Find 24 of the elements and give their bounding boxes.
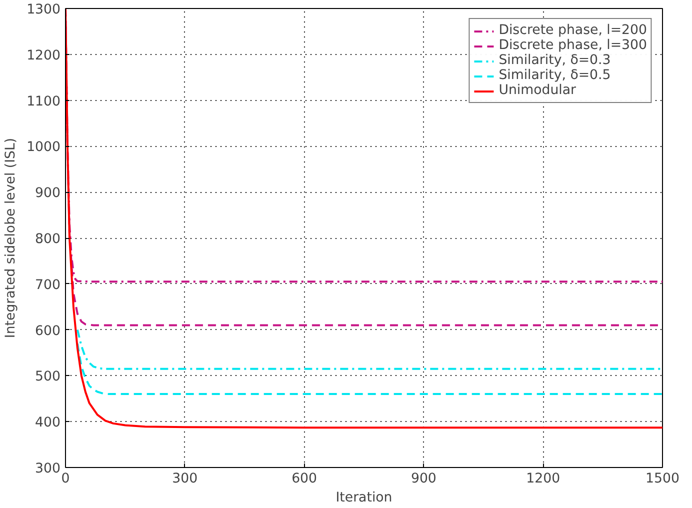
y-tick-label: 500	[35, 370, 61, 385]
x-tick-label: 300	[172, 472, 198, 486]
y-tick-label: 800	[35, 232, 61, 247]
legend-label: Discrete phase, l=300	[498, 38, 647, 53]
y-tick-label: 1300	[26, 2, 61, 18]
x-tick-label: 0	[61, 472, 70, 486]
x-tick-label: 1200	[526, 472, 560, 486]
x-tick-label: 900	[410, 472, 436, 486]
y-tick-label: 700	[35, 278, 61, 293]
y-tick-label: 300	[35, 462, 61, 476]
legend-label: Similarity, δ=0.3	[498, 53, 611, 68]
legend-label: Similarity, δ=0.5	[498, 68, 611, 83]
y-tick-label: 400	[35, 416, 61, 431]
y-tick-label: 1000	[26, 140, 61, 156]
y-tick-label: 1100	[26, 94, 61, 110]
y-tick-label: 1200	[26, 48, 61, 64]
legend-label: Unimodular	[498, 83, 576, 98]
x-axis-title: Iteration	[336, 490, 392, 506]
x-tick-label: 600	[292, 472, 318, 486]
x-tick-label: 1500	[646, 472, 680, 486]
y-axis-title: Integrated sidelobe level (ISL)	[4, 138, 19, 338]
y-tick-label: 600	[35, 324, 61, 339]
legend-label: Discrete phase, l=200	[498, 23, 647, 38]
y-tick-label: 900	[35, 186, 61, 202]
